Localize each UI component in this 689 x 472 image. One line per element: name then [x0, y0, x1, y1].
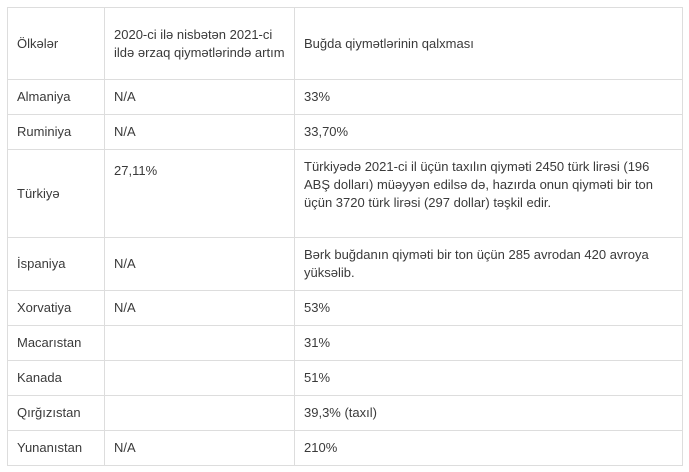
- cell-food-price: N/A: [104, 430, 295, 466]
- cell-country: Xorvatiya: [7, 290, 105, 326]
- cell-wheat-price: 33%: [294, 79, 683, 115]
- table-row: Xorvatiya N/A 53%: [7, 290, 683, 326]
- cell-wheat-price: 53%: [294, 290, 683, 326]
- table-row: Yunanıstan N/A 210%: [7, 430, 683, 466]
- cell-wheat-price: 51%: [294, 360, 683, 396]
- cell-wheat-price: Bərk buğdanın qiyməti bir ton üçün 285 a…: [294, 237, 683, 291]
- cell-country: Kanada: [7, 360, 105, 396]
- header-wheat-price: Buğda qiymətlərinin qalxması: [294, 7, 683, 80]
- cell-wheat-price: 39,3% (taxıl): [294, 395, 683, 431]
- cell-country: Macarıstan: [7, 325, 105, 361]
- header-food-price: 2020-ci ilə nisbətən 2021-ci ildə ərzaq …: [104, 7, 295, 80]
- header-country: Ölkələr: [7, 7, 105, 80]
- table-row: İspaniya N/A Bərk buğdanın qiyməti bir t…: [7, 237, 683, 291]
- cell-country: Qırğızıstan: [7, 395, 105, 431]
- price-table: Ölkələr 2020-ci ilə nisbətən 2021-ci ild…: [7, 7, 683, 466]
- table-row: Ruminiya N/A 33,70%: [7, 114, 683, 150]
- cell-food-price: [104, 395, 295, 431]
- table-row: Kanada 51%: [7, 360, 683, 396]
- table-header-row: Ölkələr 2020-ci ilə nisbətən 2021-ci ild…: [7, 7, 683, 80]
- cell-food-price: [104, 360, 295, 396]
- cell-wheat-price: 31%: [294, 325, 683, 361]
- cell-food-price: N/A: [104, 290, 295, 326]
- cell-wheat-price: 210%: [294, 430, 683, 466]
- cell-food-price: 27,11%: [104, 149, 295, 238]
- cell-food-price: N/A: [104, 114, 295, 150]
- table-row: Macarıstan 31%: [7, 325, 683, 361]
- cell-country: Almaniya: [7, 79, 105, 115]
- cell-country: İspaniya: [7, 237, 105, 291]
- cell-country: Yunanıstan: [7, 430, 105, 466]
- cell-food-price: N/A: [104, 237, 295, 291]
- cell-country: Türkiyə: [7, 149, 105, 238]
- table-row: Almaniya N/A 33%: [7, 79, 683, 115]
- cell-country: Ruminiya: [7, 114, 105, 150]
- cell-food-price: [104, 325, 295, 361]
- table-row: Qırğızıstan 39,3% (taxıl): [7, 395, 683, 431]
- table-row: Türkiyə 27,11% Türkiyədə 2021-ci il üçün…: [7, 149, 683, 238]
- cell-food-price: N/A: [104, 79, 295, 115]
- cell-wheat-price: 33,70%: [294, 114, 683, 150]
- cell-wheat-price: Türkiyədə 2021-ci il üçün taxılın qiymət…: [294, 149, 683, 238]
